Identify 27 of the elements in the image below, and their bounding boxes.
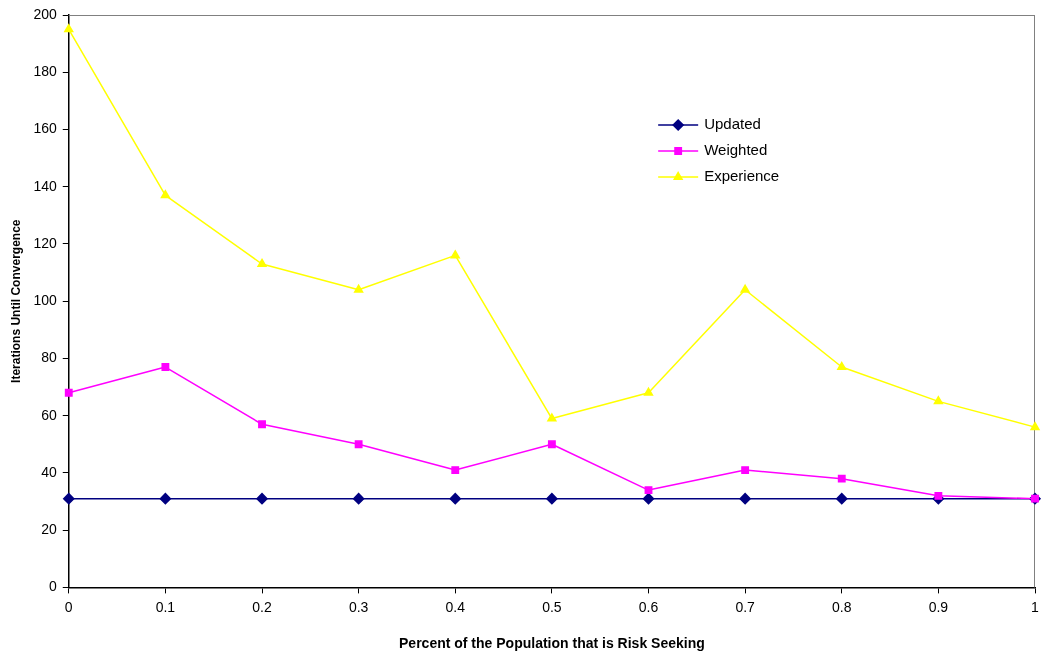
y-tick-label: 20 [41, 521, 57, 538]
y-tick-label: 140 [33, 177, 57, 194]
x-tick-label: 0.8 [832, 598, 852, 615]
y-tick-label: 200 [33, 5, 57, 22]
x-tick-label: 0.2 [252, 598, 272, 615]
x-tick-label: 0.6 [638, 598, 659, 615]
y-tick-label: 120 [33, 234, 57, 251]
y-tick-label: 180 [33, 63, 57, 80]
legend-label: Weighted [704, 141, 768, 159]
x-axis-title: Percent of the Population that is Risk Seeking [399, 635, 705, 652]
y-tick-label: 0 [48, 578, 57, 595]
y-tick-label: 160 [33, 120, 57, 137]
x-tick-label: 0.9 [928, 598, 949, 615]
x-tick-label: 0.4 [445, 598, 466, 615]
x-tick-label: 0.3 [348, 598, 369, 615]
x-tick-label: 0.7 [735, 598, 756, 615]
legend-label: Updated [704, 115, 761, 133]
x-tick-label: 0.1 [155, 598, 176, 615]
y-tick-label: 40 [41, 463, 57, 480]
legend-label: Experience [704, 167, 780, 185]
y-axis-title: Iterations Until Convergence [8, 219, 23, 383]
x-tick-label: 0 [64, 598, 73, 615]
y-tick-label: 100 [33, 292, 57, 309]
x-tick-label: 0.5 [542, 598, 562, 615]
x-tick-label: 1 [1031, 598, 1040, 615]
y-tick-label: 80 [41, 349, 57, 366]
y-tick-label: 60 [41, 406, 57, 423]
